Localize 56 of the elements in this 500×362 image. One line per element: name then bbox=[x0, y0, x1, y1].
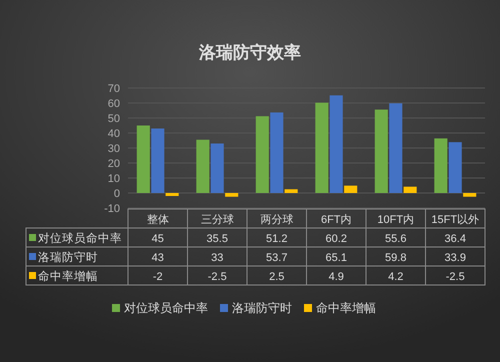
bar bbox=[344, 186, 358, 193]
data-label: 36.4 bbox=[444, 233, 466, 245]
y-tick-label: 10 bbox=[108, 173, 120, 185]
data-label: 51.2 bbox=[266, 233, 288, 245]
y-tick-label: 50 bbox=[108, 113, 120, 125]
data-label: 33 bbox=[211, 252, 224, 264]
bar bbox=[136, 126, 150, 193]
bar bbox=[463, 193, 476, 197]
legend-label: 命中率增幅 bbox=[38, 269, 98, 283]
data-label: -2 bbox=[152, 271, 163, 283]
data-label: 4.9 bbox=[328, 271, 344, 283]
bar bbox=[389, 103, 402, 193]
legend-label: 对位球员命中率 bbox=[38, 231, 122, 245]
bar bbox=[315, 102, 328, 193]
y-tick-label: -10 bbox=[104, 203, 120, 215]
x-tick-label: 整体 bbox=[146, 214, 169, 226]
y-tick-label: 0 bbox=[114, 188, 120, 200]
data-label: 2.5 bbox=[269, 271, 284, 283]
bar bbox=[330, 95, 343, 193]
bar bbox=[374, 110, 388, 193]
y-tick-label: 60 bbox=[108, 98, 120, 110]
data-label: 45 bbox=[152, 233, 164, 245]
y-tick-label: 30 bbox=[108, 143, 120, 155]
data-label: 4.2 bbox=[388, 271, 404, 283]
bar bbox=[225, 193, 238, 197]
data-label: -2.5 bbox=[446, 271, 465, 283]
x-tick-label: 10FT内 bbox=[377, 213, 414, 226]
data-label: 60.2 bbox=[326, 233, 347, 245]
chart-title: 洛瑞防守效率 bbox=[198, 43, 301, 62]
data-label: 33.9 bbox=[444, 252, 466, 264]
y-tick-label: 40 bbox=[108, 128, 120, 140]
x-tick-label: 两分球 bbox=[260, 213, 294, 226]
bar bbox=[256, 116, 269, 193]
bar bbox=[434, 138, 448, 193]
bar bbox=[270, 112, 284, 193]
bar bbox=[210, 144, 224, 193]
bar bbox=[166, 193, 179, 196]
legend: 对位球员命中率 洛瑞防守时 命中率增幅 bbox=[112, 301, 376, 315]
x-tick-label: 15FT以外 bbox=[431, 213, 480, 226]
data-label: 43 bbox=[152, 252, 164, 264]
data-label: 35.5 bbox=[206, 233, 228, 245]
legend-label: 洛瑞防守时 bbox=[38, 250, 98, 264]
x-tick-label: 三分球 bbox=[200, 213, 234, 226]
bar bbox=[151, 128, 164, 193]
data-label: 65.1 bbox=[326, 252, 347, 264]
x-tick-label: 6FT内 bbox=[320, 213, 352, 226]
data-label: 55.6 bbox=[385, 233, 406, 245]
data-label: -2.5 bbox=[208, 271, 227, 283]
data-label: 53.7 bbox=[266, 252, 288, 264]
bar bbox=[448, 142, 462, 193]
y-tick-label: 20 bbox=[108, 158, 120, 170]
bar bbox=[196, 140, 210, 193]
bar bbox=[284, 189, 298, 193]
data-label: 59.8 bbox=[385, 252, 406, 264]
bar bbox=[404, 186, 417, 193]
y-tick-label: 70 bbox=[108, 83, 120, 95]
